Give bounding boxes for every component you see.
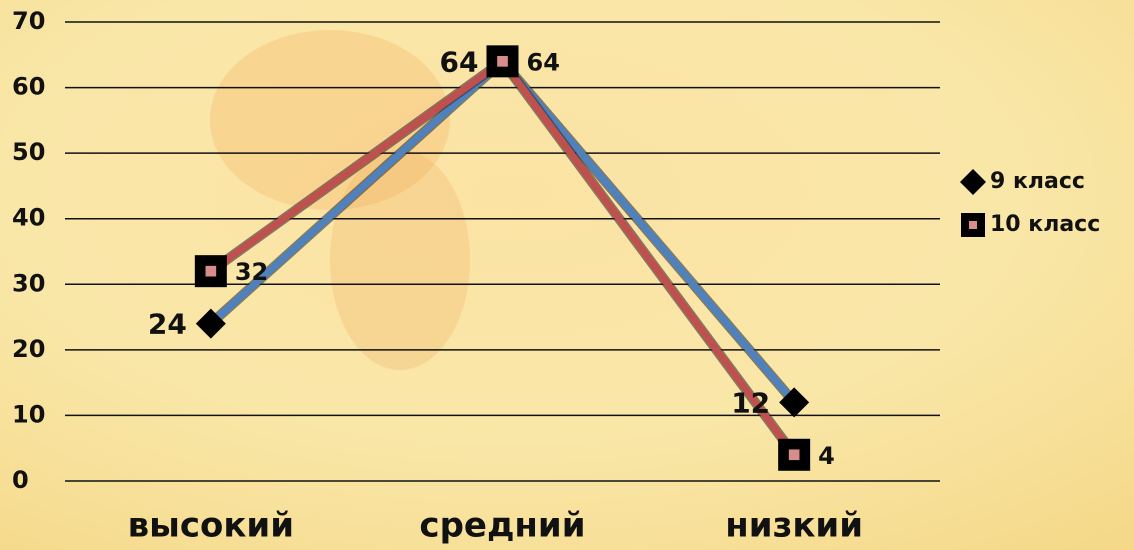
y-tick-label: 20 [12, 335, 45, 363]
legend-label: 10 класс [990, 212, 1100, 237]
point-marker-center [205, 265, 217, 277]
y-tick-label: 0 [12, 466, 29, 494]
data-label: 24 [148, 308, 187, 341]
point-marker-center [788, 449, 800, 461]
legend-label: 9 класс [990, 169, 1085, 194]
y-tick-label: 60 [12, 73, 45, 101]
x-tick-label: высокий [128, 506, 295, 546]
y-tick-label: 10 [12, 400, 45, 428]
point-marker [195, 308, 226, 339]
x-tick-label: низкий [725, 506, 863, 546]
data-label: 64 [527, 48, 560, 76]
y-tick-label: 40 [12, 204, 45, 232]
x-tick-label: средний [419, 506, 585, 546]
data-label: 4 [818, 442, 835, 470]
point-marker-center [497, 56, 508, 67]
y-tick-label: 50 [12, 138, 45, 166]
legend-marker [960, 169, 986, 195]
y-tick-label: 30 [12, 269, 45, 297]
data-label: 12 [731, 386, 770, 419]
point-marker [779, 387, 810, 418]
data-label: 64 [440, 45, 479, 78]
y-tick-label: 70 [12, 7, 45, 35]
legend-marker-center [969, 221, 977, 229]
data-label: 32 [235, 258, 268, 286]
background-blob [330, 150, 470, 370]
